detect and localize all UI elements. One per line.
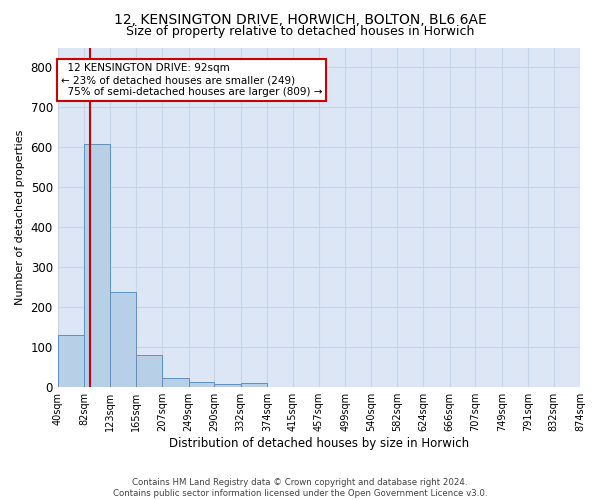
Bar xyxy=(136,355,162,387)
X-axis label: Distribution of detached houses by size in Horwich: Distribution of detached houses by size … xyxy=(169,437,469,450)
Bar xyxy=(214,384,241,387)
Bar xyxy=(188,382,214,387)
Bar xyxy=(84,144,110,387)
Text: 12, KENSINGTON DRIVE, HORWICH, BOLTON, BL6 6AE: 12, KENSINGTON DRIVE, HORWICH, BOLTON, B… xyxy=(113,12,487,26)
Text: Contains HM Land Registry data © Crown copyright and database right 2024.
Contai: Contains HM Land Registry data © Crown c… xyxy=(113,478,487,498)
Bar xyxy=(58,336,84,387)
Text: 12 KENSINGTON DRIVE: 92sqm
← 23% of detached houses are smaller (249)
  75% of s: 12 KENSINGTON DRIVE: 92sqm ← 23% of deta… xyxy=(61,64,322,96)
Y-axis label: Number of detached properties: Number of detached properties xyxy=(15,130,25,305)
Text: Size of property relative to detached houses in Horwich: Size of property relative to detached ho… xyxy=(126,25,474,38)
Bar xyxy=(110,292,136,387)
Bar xyxy=(241,383,267,387)
Bar xyxy=(162,378,188,387)
